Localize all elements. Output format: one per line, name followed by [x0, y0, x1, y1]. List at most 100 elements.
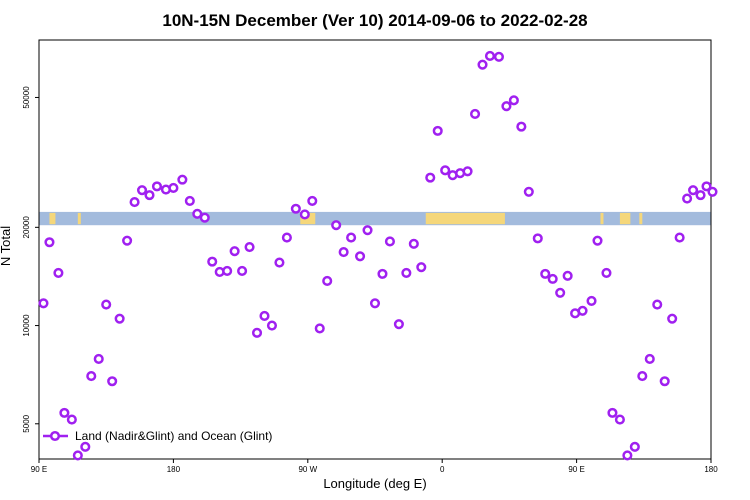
data-point — [144, 190, 155, 201]
y-tick-label: 20000 — [22, 216, 31, 239]
data-point — [44, 237, 55, 248]
data-point — [547, 273, 558, 284]
x-tick-label: 90 E — [568, 465, 584, 474]
data-point — [299, 209, 310, 220]
data-point — [244, 242, 255, 253]
x-tick-label: 90 W — [298, 465, 317, 474]
data-point — [408, 238, 419, 249]
land-band-segment — [300, 212, 316, 225]
data-point — [229, 246, 240, 257]
data-point — [393, 319, 404, 330]
data-point — [266, 320, 278, 331]
data-point — [508, 95, 519, 106]
data-point — [607, 407, 618, 418]
data-point — [384, 236, 395, 247]
data-point — [462, 166, 473, 177]
data-point — [555, 287, 566, 298]
data-point — [622, 450, 633, 461]
data-point — [614, 414, 625, 425]
data-point — [101, 299, 112, 310]
data-point — [377, 268, 388, 279]
data-point — [362, 225, 373, 236]
data-point — [136, 185, 148, 196]
x-tick-label: 0 — [440, 465, 445, 474]
y-tick-label: 5000 — [22, 414, 31, 432]
data-point — [682, 193, 693, 204]
plot-frame — [38, 39, 712, 460]
data-point — [207, 256, 218, 267]
legend-marker — [49, 430, 61, 442]
data-point — [532, 233, 543, 244]
data-point — [425, 172, 436, 183]
data-point — [72, 450, 83, 461]
data-point — [259, 310, 270, 322]
data-point — [493, 51, 504, 62]
land-band-segment — [425, 212, 505, 225]
data-point — [601, 267, 612, 278]
land-band-segment — [600, 212, 604, 225]
data-point — [129, 197, 140, 208]
data-point — [355, 251, 366, 262]
data-point — [644, 353, 655, 365]
data-point — [322, 275, 333, 286]
data-point — [93, 353, 104, 365]
y-tick-label: 50000 — [22, 86, 31, 109]
data-point — [346, 232, 357, 243]
data-point — [695, 190, 706, 201]
data-point — [416, 262, 427, 273]
data-point — [484, 50, 496, 62]
data-point — [667, 313, 678, 324]
data-point — [86, 371, 97, 382]
data-point — [222, 265, 233, 277]
data-point — [192, 208, 203, 219]
y-axis: 5000 10000 20000 50000 — [22, 86, 39, 433]
data-point — [307, 195, 318, 206]
data-point — [470, 108, 481, 120]
data-point — [516, 121, 527, 132]
data-point — [251, 327, 263, 338]
data-point — [290, 203, 301, 214]
data-point — [114, 313, 125, 324]
data-point — [629, 441, 640, 452]
data-point — [281, 232, 292, 243]
data-point — [199, 212, 210, 223]
land-band-segment — [619, 212, 631, 225]
ocean-band — [39, 211, 711, 226]
data-point — [177, 174, 188, 185]
chart-title: 10N-15N December (Ver 10) 2014-09-06 to … — [162, 11, 587, 30]
land-ocean-band — [39, 211, 711, 226]
data-point — [674, 232, 685, 243]
data-point — [440, 165, 451, 176]
legend: Land (Nadir&Glint) and Ocean (Glint) — [43, 429, 272, 443]
data-point — [688, 185, 699, 196]
data-point — [540, 268, 551, 279]
x-tick-label: 90 E — [31, 465, 47, 474]
data-point — [401, 267, 412, 278]
data-point — [151, 181, 163, 192]
data-point — [501, 101, 512, 112]
y-axis-label: N Total — [0, 226, 13, 266]
data-point — [701, 181, 712, 192]
data-point — [637, 371, 648, 382]
data-point — [274, 257, 285, 268]
x-axis-label: Longitude (deg E) — [323, 476, 426, 491]
legend-label: Land (Nadir&Glint) and Ocean (Glint) — [75, 429, 272, 443]
data-point — [122, 235, 133, 246]
x-tick-label: 180 — [704, 465, 718, 474]
data-point — [168, 182, 179, 194]
x-tick-label: 180 — [167, 465, 181, 474]
data-point — [38, 298, 49, 309]
land-band-segment — [77, 212, 81, 225]
data-point — [66, 414, 77, 425]
data-point — [59, 407, 70, 418]
land-band-segment — [639, 212, 643, 225]
y-tick-label: 10000 — [22, 314, 31, 337]
data-point — [331, 220, 342, 231]
data-point — [107, 376, 118, 387]
x-axis: 90 E 180 90 W 0 90 E 180 — [31, 459, 718, 474]
data-point — [707, 186, 718, 197]
data-point — [237, 265, 248, 277]
data-point — [53, 267, 64, 278]
data-point — [523, 186, 534, 197]
